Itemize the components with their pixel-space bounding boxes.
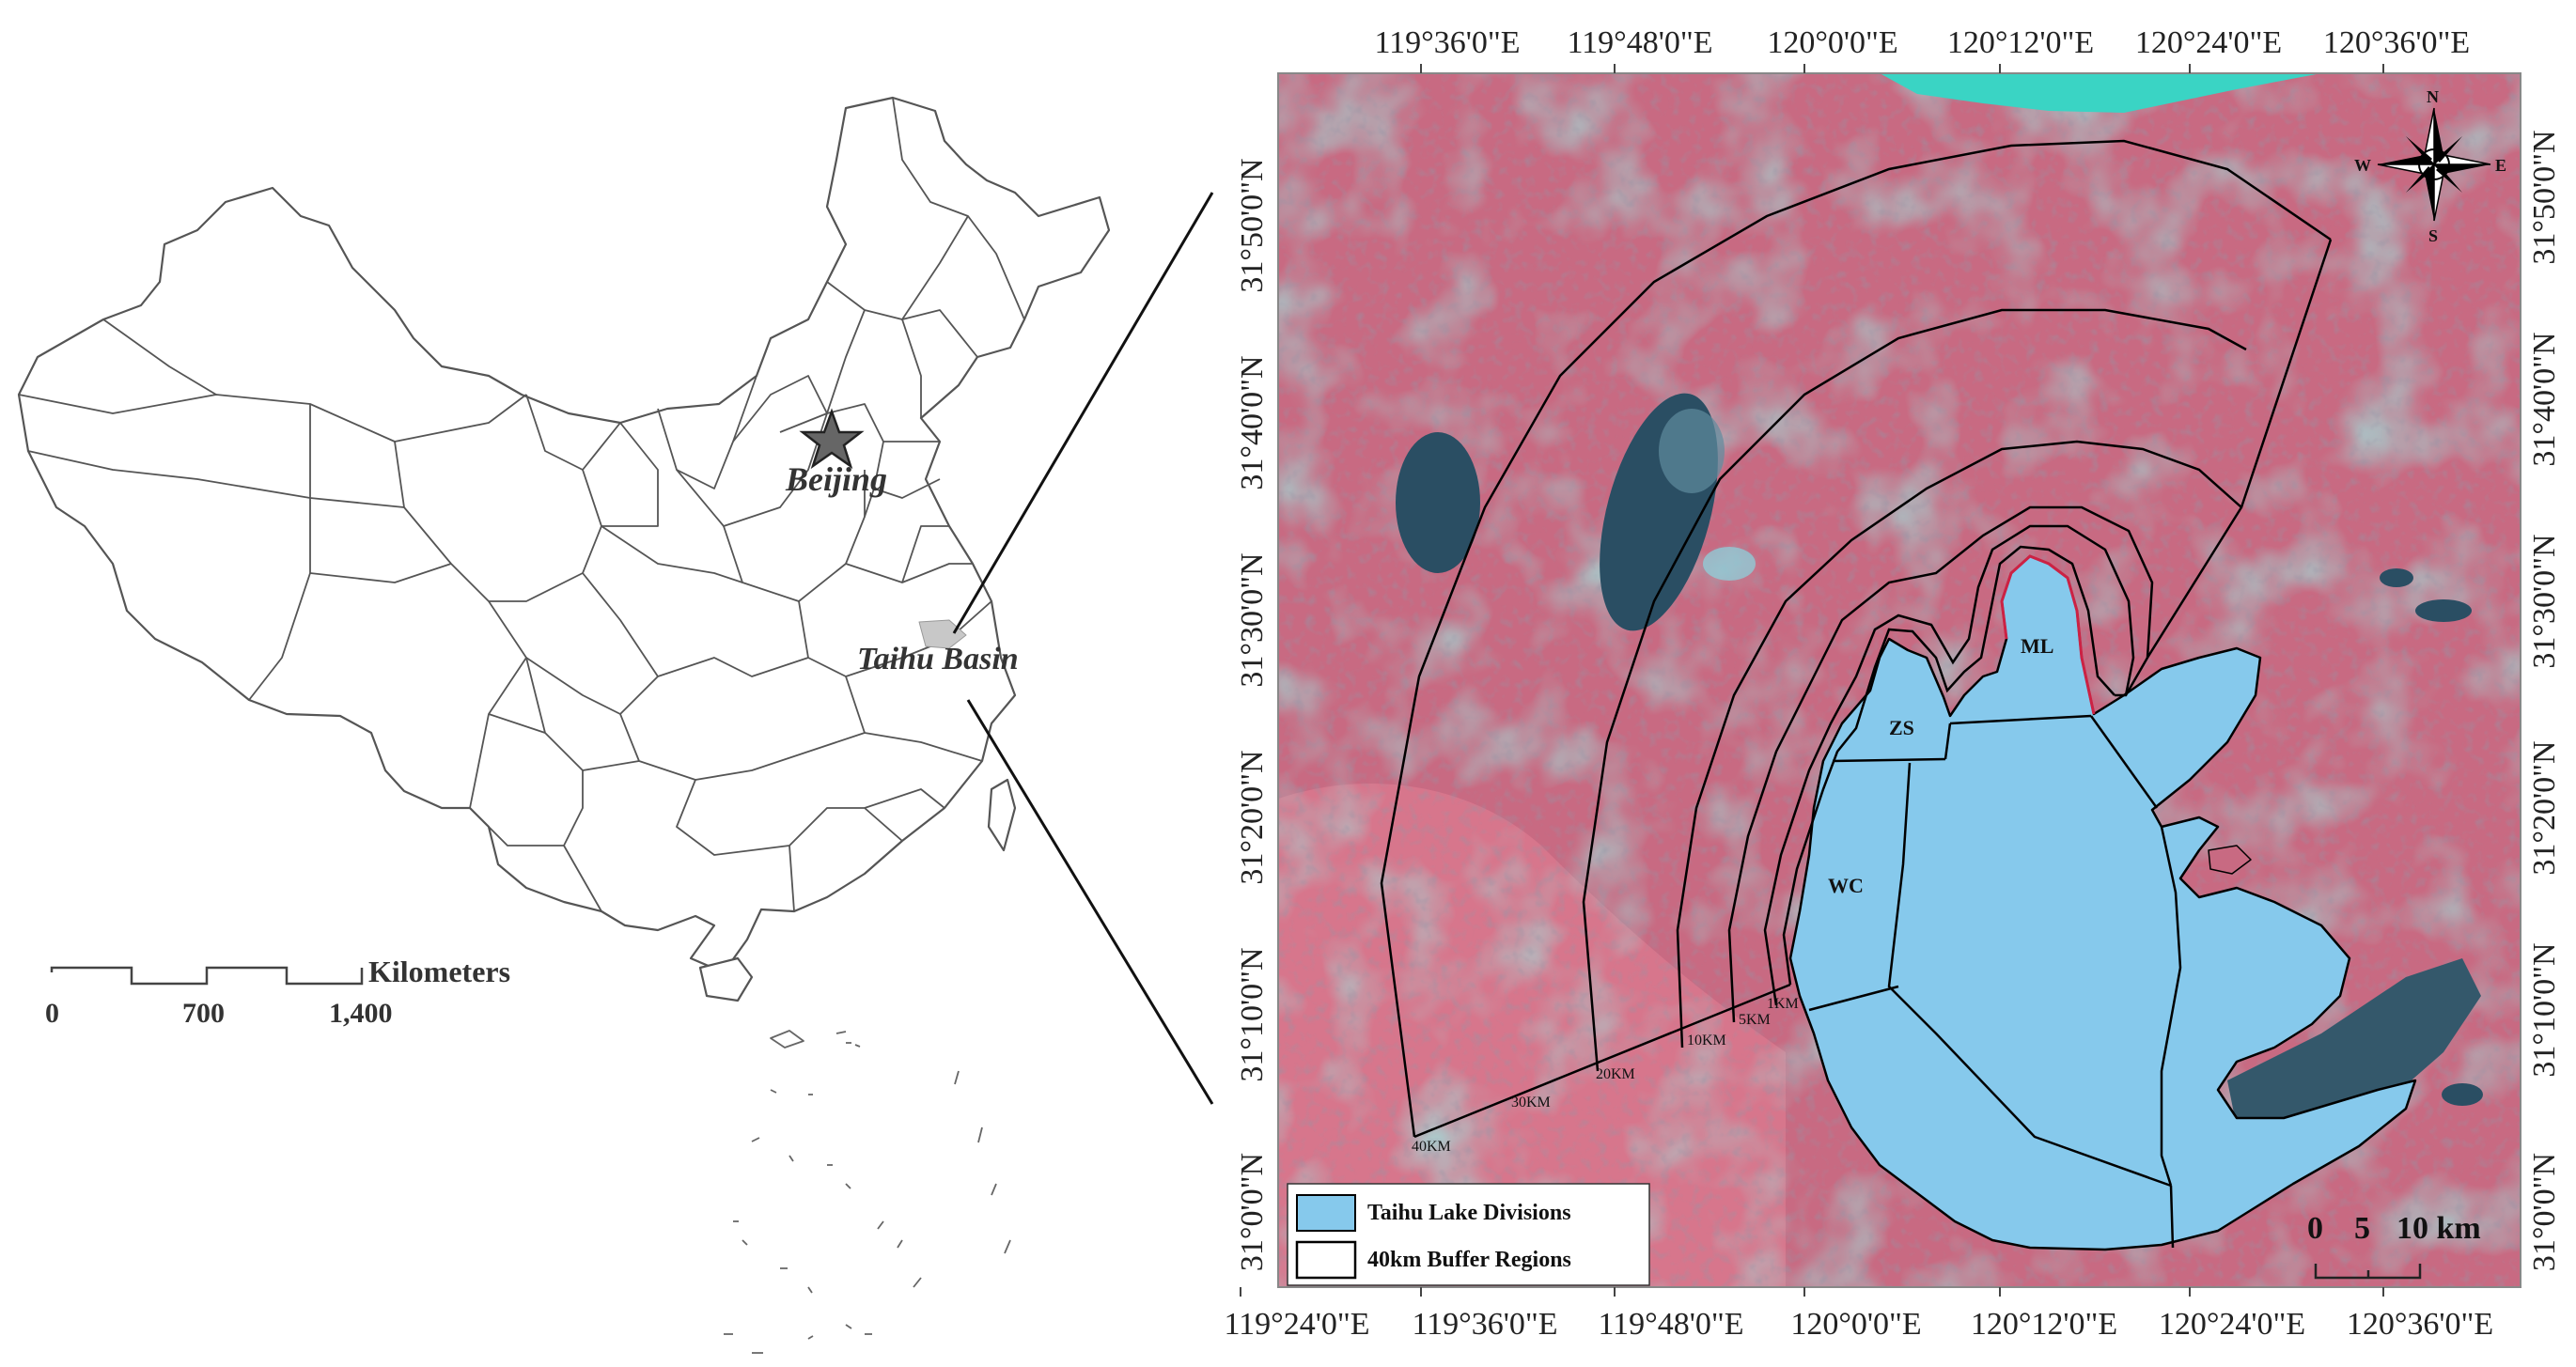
left-lat-3: 31°20'0"N bbox=[1235, 750, 1270, 884]
taihu-basin-label: Taihu Basin bbox=[857, 642, 1019, 676]
buffer-40km bbox=[1380, 139, 2332, 1138]
right-lat-labels: 31°50'0"N 31°40'0"N 31°30'0"N 31°20'0"N … bbox=[2527, 130, 2562, 1271]
buffer-label-20km: 20KM bbox=[1596, 1066, 1635, 1082]
scale-tick-0: 0 bbox=[45, 998, 59, 1029]
rscale-tick-10: 10 km bbox=[2396, 1211, 2481, 1246]
compass-s: S bbox=[2428, 226, 2438, 245]
buffer-label-10km: 10KM bbox=[1687, 1033, 1726, 1049]
right-lat-0: 31°50'0"N bbox=[2527, 130, 2562, 264]
top-lon-1: 119°48'0"E bbox=[1567, 25, 1712, 60]
division-lines bbox=[1808, 714, 2182, 1249]
buffer-label-1km: 1KM bbox=[1767, 996, 1799, 1012]
left-scale-bar: Kilometers 0 700 1,400 bbox=[45, 955, 510, 1029]
compass-w: W bbox=[2354, 156, 2371, 175]
scale-tick-700: 700 bbox=[182, 998, 225, 1029]
bottom-lon-3: 120°0'0"E bbox=[1790, 1307, 1921, 1342]
bottom-lon-0: 119°24'0"E bbox=[1224, 1307, 1369, 1342]
top-lon-2: 120°0'0"E bbox=[1767, 25, 1897, 60]
left-lat-4: 31°10'0"N bbox=[1235, 947, 1270, 1081]
legend-swatch-lake bbox=[1296, 1194, 1356, 1232]
graticule-ticks bbox=[1240, 64, 2384, 1297]
beijing-label: Beijing bbox=[785, 460, 887, 498]
left-lat-1: 31°40'0"N bbox=[1235, 355, 1270, 489]
buffer-label-5km: 5KM bbox=[1739, 1012, 1771, 1028]
rscale-tick-0: 0 bbox=[2307, 1211, 2323, 1246]
south-china-sea-islands bbox=[724, 1030, 1011, 1354]
changdang-lake bbox=[1396, 432, 1480, 573]
bottom-lon-6: 120°36'0"E bbox=[2347, 1307, 2493, 1342]
right-scale-bar: 0 5 10 km bbox=[2307, 1211, 2481, 1280]
compass-e: E bbox=[2495, 156, 2506, 175]
top-lon-labels: 119°36'0"E 119°48'0"E 120°0'0"E 120°12'0… bbox=[1374, 25, 2470, 60]
right-lat-3: 31°20'0"N bbox=[2527, 740, 2562, 875]
division-label-zs: ZS bbox=[1889, 716, 1914, 739]
compass-n: N bbox=[2427, 87, 2439, 106]
connector-line-top bbox=[952, 192, 1214, 634]
legend-label-lake: Taihu Lake Divisions bbox=[1367, 1201, 1571, 1225]
province-boundaries bbox=[18, 97, 1025, 912]
buffer-5km bbox=[1763, 524, 2135, 1006]
lake-island bbox=[2208, 845, 2252, 875]
scale-tick-1400: 1,400 bbox=[329, 998, 393, 1029]
buffer-label-40km: 40KM bbox=[1412, 1139, 1451, 1155]
bottom-lon-2: 119°48'0"E bbox=[1598, 1307, 1743, 1342]
division-label-wc: WC bbox=[1828, 874, 1864, 897]
right-lat-5: 31°0'0"N bbox=[2527, 1153, 2562, 1271]
taihu-lake-outline bbox=[1788, 554, 2417, 1251]
division-label-ml: ML bbox=[2021, 634, 2053, 658]
left-lat-5: 31°0'0"N bbox=[1235, 1153, 1270, 1271]
left-lat-0: 31°50'0"N bbox=[1235, 158, 1270, 292]
left-lat-labels: 31°50'0"N 31°40'0"N 31°30'0"N 31°20'0"N … bbox=[1235, 158, 1270, 1271]
buffer-20km bbox=[1676, 440, 2242, 1049]
top-lon-3: 120°12'0"E bbox=[1947, 25, 2094, 60]
buffer-10km bbox=[1727, 505, 2154, 1023]
china-map bbox=[17, 96, 1111, 1354]
bottom-lon-labels: 119°24'0"E 119°36'0"E 119°48'0"E 120°0'0… bbox=[1224, 1307, 2493, 1342]
china-outline bbox=[17, 96, 1111, 974]
taiwan-island bbox=[987, 778, 1017, 852]
taihu-lake bbox=[1788, 554, 2417, 1251]
rscale-tick-5: 5 bbox=[2354, 1211, 2370, 1246]
bottom-lon-1: 119°36'0"E bbox=[1412, 1307, 1557, 1342]
beijing-star-icon bbox=[799, 408, 865, 470]
connector-line-bottom bbox=[966, 699, 1214, 1105]
bottom-lon-4: 120°12'0"E bbox=[1971, 1307, 2117, 1342]
left-lat-2: 31°30'0"N bbox=[1235, 552, 1270, 687]
yangtze-river bbox=[1880, 73, 2321, 113]
legend: Taihu Lake Divisions 40km Buffer Regions bbox=[1287, 1183, 1650, 1286]
taihu-basin-region bbox=[918, 619, 967, 649]
compass-rose-icon: N S E W bbox=[2354, 87, 2506, 245]
bottom-lon-5: 120°24'0"E bbox=[2159, 1307, 2305, 1342]
hainan-island bbox=[698, 956, 754, 1002]
legend-swatch-buffer bbox=[1295, 1240, 1357, 1280]
buffer-1km bbox=[1782, 545, 2115, 986]
scale-unit-label: Kilometers bbox=[368, 955, 510, 988]
satellite-map-frame bbox=[1277, 72, 2521, 1288]
right-lat-4: 31°10'0"N bbox=[2527, 942, 2562, 1077]
satellite-map: ML ZS WC 1KM 5KM 10KM 20KM 30KM 40KM bbox=[1278, 73, 2521, 1287]
legend-label-buffer: 40km Buffer Regions bbox=[1367, 1248, 1571, 1272]
right-lat-2: 31°30'0"N bbox=[2527, 534, 2562, 668]
top-lon-5: 120°36'0"E bbox=[2323, 25, 2470, 60]
right-lat-1: 31°40'0"N bbox=[2527, 332, 2562, 466]
buffer-30km bbox=[1582, 308, 2247, 1072]
top-lon-0: 119°36'0"E bbox=[1374, 25, 1520, 60]
top-lon-4: 120°24'0"E bbox=[2135, 25, 2282, 60]
buffer-rings bbox=[1380, 139, 2333, 1139]
buffer-label-30km: 30KM bbox=[1511, 1095, 1551, 1111]
